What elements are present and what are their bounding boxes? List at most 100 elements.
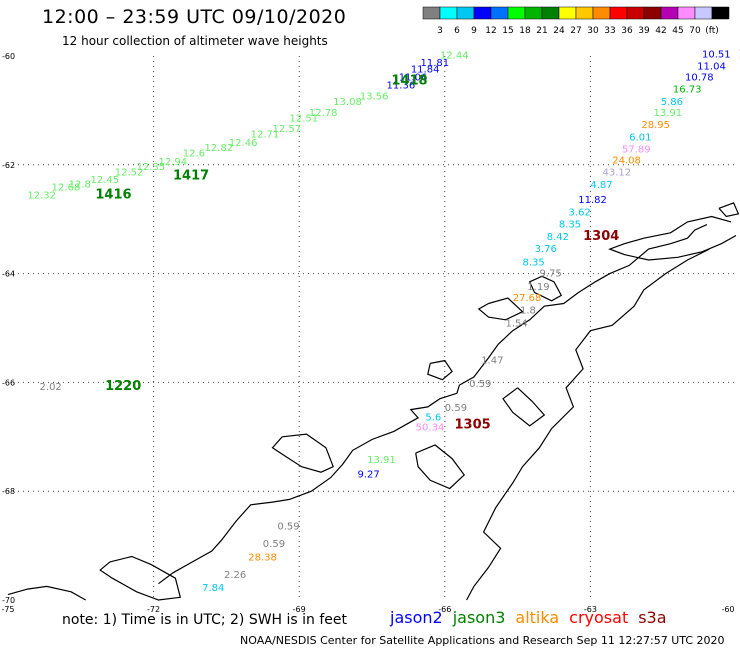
lat-tick-label: -60 [2,52,15,61]
wave-height-label: 0.59 [263,539,285,550]
scale-swatch [422,6,441,20]
wave-height-label: 13.56 [360,92,389,103]
scale-swatch [575,6,594,20]
coastline-kingg [718,202,740,218]
lat-tick-label: -68 [2,487,15,496]
wave-height-label: 12.6 [183,149,205,160]
wave-height-label: 11.04 [697,62,726,73]
scale-swatch [473,6,492,20]
wave-height-label: 9.75 [539,268,561,279]
lat-tick-label: -62 [2,161,15,170]
pass-time-labels: 1416 1417 1418 1304 1220 1305 1 [95,48,740,433]
scale-label: 27 [570,26,581,36]
wave-height-label: 8.35 [559,219,581,230]
wave-height-label: 12.78 [309,108,338,119]
wave-height-label: 50.34 [416,422,445,433]
wave-height-label: 12.45 [91,175,120,186]
wave-height-label: 43.12 [603,168,632,179]
wave-height-label: 1.54 [505,318,527,329]
wave-height-label: 6.01 [629,132,651,143]
scale-label: 21 [536,26,547,36]
satellite-label-jason2: jason2 [390,608,443,627]
scale-swatch [694,6,713,20]
scale-label: 33 [604,26,615,36]
scale-swatch [643,6,662,20]
wave-height-label: 12.94 [158,157,187,168]
wave-height-label: 1.19 [527,282,549,293]
wave-height-label: 8.35 [522,257,544,268]
wave-height-label: 5.86 [661,97,683,108]
scale-swatch [456,6,475,20]
scale-label: 45 [672,26,683,36]
lat-tick-label: -70 [2,596,15,605]
pass-time-label: 1304 [583,229,619,244]
lon-tick-label: -66 [438,605,451,614]
wave-height-label: 27.68 [513,293,542,304]
lat-tick-label: -66 [2,378,15,387]
scale-swatch [541,6,560,20]
color-scale-legend: 3 6 9 12 15 18 21 24 27 30 33 36 39 42 45 70 (ft) [422,6,730,36]
wave-height-label: 4.87 [590,180,612,191]
wave-height-label: 9.27 [357,470,379,481]
coastline-sw [7,585,86,601]
wave-height-label: 57.89 [622,144,651,155]
coastline-weddell [466,248,710,601]
wave-height-label: 10.51 [702,50,731,61]
coastline-adelaide [271,433,334,473]
wave-height-label: 12.68 [52,182,81,193]
wave-height-label: 12.44 [440,51,469,62]
scale-label: 12 [485,26,496,36]
coastline-anvers [477,297,524,321]
wave-height-label: 12.51 [289,113,318,124]
wave-height-label: 12.82 [205,143,234,154]
lon-tick-label: -60 [721,605,734,614]
graticule [8,56,736,600]
wave-height-label: 13.08 [333,97,362,108]
wave-height-label: 3.76 [535,244,557,255]
pass-time-label: 1305 [455,418,491,433]
wave-height-label: 11.81 [421,58,450,69]
lon-tick-label: -72 [147,605,160,614]
coastline-brabant [528,275,563,302]
coastlines [7,202,740,601]
wave-height-label: 1.8 [520,305,536,316]
scale-label: 3 [437,26,443,36]
wave-height-label: 7.84 [202,583,224,594]
footer-credit: NOAA/NESDIS Center for Satellite Applica… [240,634,725,647]
scale-swatch [490,6,509,20]
coastline-george [415,444,466,490]
satellite-legend: jason2 jason3 altika cryosat s3a [390,608,677,627]
scale-label: (ft) [705,26,719,36]
wave-height-label: 2.02 [40,382,62,393]
scale-label: 39 [638,26,650,36]
footer-note: note: 1) Time is in UTC; 2) SWH is in fe… [62,612,348,628]
pass-time-label: 1418 [391,73,427,88]
scale-label: 15 [502,26,513,36]
page-title: 12:00 – 23:59 UTC 09/10/2020 [42,6,347,28]
coastline-mainland [158,224,708,585]
wave-height-label: 0.59 [445,403,467,414]
wave-height-label: 13.91 [367,455,396,466]
pass-time-label: 1220 [105,379,141,394]
scale-swatch [626,6,645,20]
wave-height-label: 28.95 [641,120,670,131]
coastline-joinville [608,215,737,261]
wave-height-label: 12.8 [69,180,91,191]
scale-label: 18 [519,26,531,36]
wave-height-label: 8.42 [547,232,569,243]
scale-swatch [660,6,679,20]
axis-labels: -60 -62 -64 -66 -68 -70-75 -72 -69 -66 -63 -60 [1,52,734,614]
scale-swatch [507,6,526,20]
wave-height-label: 12.46 [229,138,258,149]
scale-swatch [558,6,577,20]
coastline-renaud [427,359,453,381]
satellite-label-s3a: s3a [638,608,667,627]
scale-swatch [524,6,543,20]
lon-tick-label: -63 [584,605,597,614]
wave-height-label: 3.62 [569,207,591,218]
wave-height-label: 11.82 [578,195,607,206]
scale-swatch [677,6,696,20]
pass-time-label: 1 [738,48,740,63]
